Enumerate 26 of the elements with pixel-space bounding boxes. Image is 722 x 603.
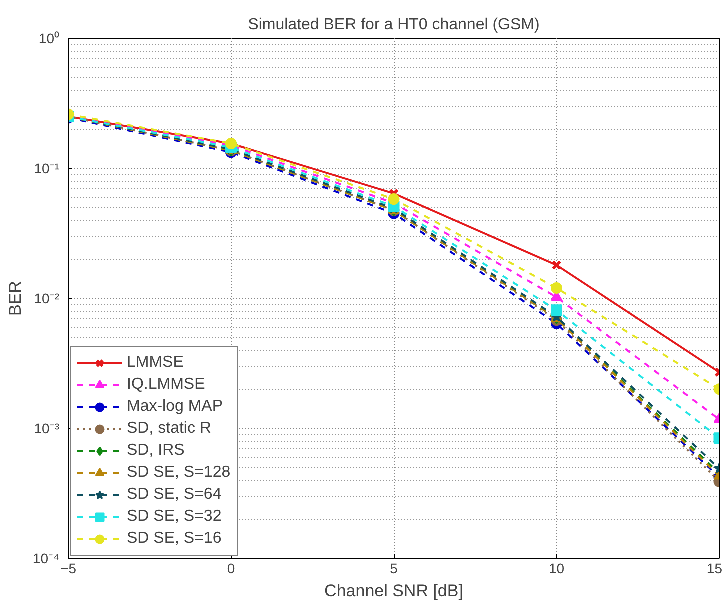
legend-label: SD SE, S=128 [127, 463, 231, 483]
x-axis-title: Channel SNR [dB] [324, 582, 464, 600]
legend-label: LMMSE [127, 353, 184, 373]
legend-label: SD SE, S=32 [127, 507, 222, 527]
x-tick-label: −5 [60, 560, 77, 576]
point [551, 304, 562, 316]
legend-label: SD SE, S=16 [127, 529, 222, 549]
y-tick-label: 10⁻² [34, 290, 60, 306]
legend-label: IQ.LMMSE [127, 375, 206, 395]
y-axis-title: BER [6, 281, 25, 316]
x-tick-label: 0 [227, 560, 236, 576]
y-tick-label: 10⁰ [38, 30, 60, 46]
legend-label: SD SE, S=64 [127, 485, 222, 505]
y-tick-label: 10⁻⁴ [32, 550, 60, 566]
point [552, 260, 562, 270]
point [551, 282, 562, 294]
legend-label: SD, IRS [127, 441, 185, 461]
legend-label: SD, static R [127, 419, 212, 439]
chart-title: Simulated BER for a HT0 channel (GSM) [248, 16, 540, 34]
legend-label: Max-log MAP [127, 397, 224, 417]
x-tick-label: 5 [390, 560, 398, 576]
y-tick-label: 10⁻¹ [34, 160, 60, 176]
y-tick-label: 10⁻³ [34, 420, 60, 436]
x-tick-label: 15 [706, 560, 722, 576]
x-tick-label: 10 [548, 560, 565, 576]
point [388, 194, 400, 205]
